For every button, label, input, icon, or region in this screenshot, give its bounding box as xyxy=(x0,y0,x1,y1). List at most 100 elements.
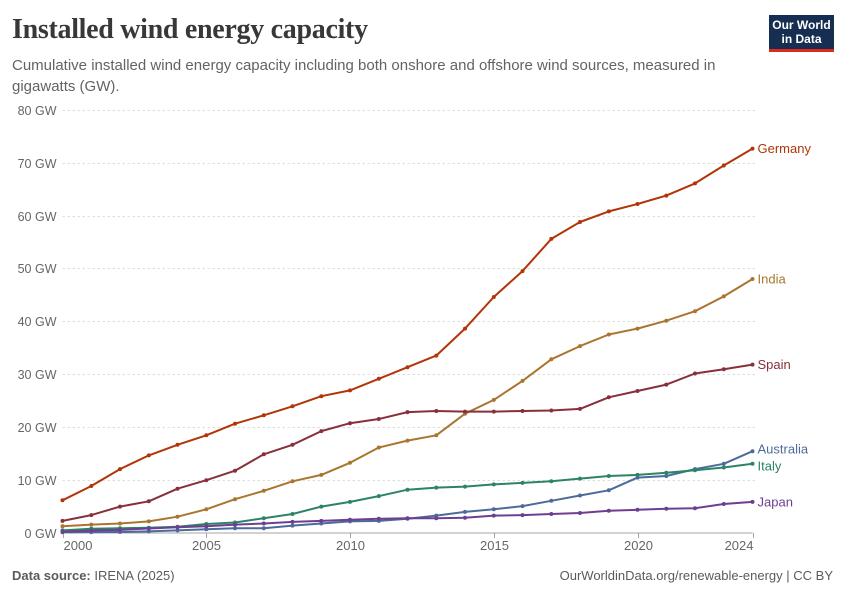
data-point-italy-2015[interactable] xyxy=(491,482,496,487)
data-point-japan-2014[interactable] xyxy=(463,515,467,520)
series-italy[interactable]: Italy xyxy=(60,459,782,533)
data-point-germany-2024[interactable] xyxy=(750,146,755,151)
data-point-india-2007[interactable] xyxy=(261,488,266,493)
data-point-spain-2024[interactable] xyxy=(750,362,755,367)
data-point-japan-2008[interactable] xyxy=(290,519,295,524)
data-point-germany-2023[interactable] xyxy=(721,163,726,168)
data-point-india-2002[interactable] xyxy=(118,521,122,526)
data-point-australia-2014[interactable] xyxy=(463,509,467,514)
data-point-germany-2019[interactable] xyxy=(606,209,611,214)
data-point-spain-2012[interactable] xyxy=(405,410,410,415)
data-point-india-2019[interactable] xyxy=(606,332,611,337)
data-point-japan-2002[interactable] xyxy=(118,527,122,532)
data-point-spain-2001[interactable] xyxy=(89,513,94,518)
data-point-germany-2011[interactable] xyxy=(376,376,381,381)
data-point-japan-2022[interactable] xyxy=(693,506,697,511)
data-point-spain-2009[interactable] xyxy=(319,429,324,434)
series-label-australia[interactable]: Australia xyxy=(758,442,809,457)
data-point-japan-2005[interactable] xyxy=(204,524,209,529)
data-point-australia-2008[interactable] xyxy=(290,523,295,528)
data-point-italy-2022[interactable] xyxy=(693,468,697,473)
data-point-india-2009[interactable] xyxy=(319,472,324,477)
data-point-spain-2019[interactable] xyxy=(606,395,611,400)
data-point-germany-2021[interactable] xyxy=(664,193,669,198)
data-point-india-2013[interactable] xyxy=(434,433,439,438)
data-point-japan-2020[interactable] xyxy=(635,507,640,512)
data-point-spain-2021[interactable] xyxy=(664,382,669,387)
data-point-india-2011[interactable] xyxy=(376,445,381,450)
data-point-spain-2020[interactable] xyxy=(635,389,640,393)
data-point-italy-2023[interactable] xyxy=(721,465,726,470)
data-point-germany-2005[interactable] xyxy=(204,433,209,438)
data-point-india-2001[interactable] xyxy=(89,522,94,527)
data-point-australia-2024[interactable] xyxy=(750,449,755,454)
data-point-japan-2017[interactable] xyxy=(549,512,554,516)
data-point-germany-2014[interactable] xyxy=(463,326,467,331)
data-point-spain-2022[interactable] xyxy=(693,371,697,376)
data-point-italy-2012[interactable] xyxy=(405,487,410,492)
data-point-spain-2016[interactable] xyxy=(520,409,525,413)
data-point-japan-2011[interactable] xyxy=(376,516,381,521)
data-point-japan-2015[interactable] xyxy=(491,513,496,518)
data-point-spain-2002[interactable] xyxy=(118,504,122,509)
data-point-italy-2019[interactable] xyxy=(606,474,611,478)
series-label-spain[interactable]: Spain xyxy=(758,357,791,372)
data-point-spain-2000[interactable] xyxy=(60,518,65,523)
data-point-india-2010[interactable] xyxy=(348,460,352,465)
series-japan[interactable]: Japan xyxy=(60,494,793,534)
data-point-japan-2013[interactable] xyxy=(434,516,439,521)
series-germany[interactable]: Germany xyxy=(60,141,812,503)
data-point-italy-2020[interactable] xyxy=(635,472,640,477)
data-point-germany-2000[interactable] xyxy=(60,498,65,503)
data-point-germany-2009[interactable] xyxy=(319,394,324,399)
data-point-germany-2010[interactable] xyxy=(348,388,352,393)
data-point-india-2021[interactable] xyxy=(664,318,669,323)
data-point-japan-2007[interactable] xyxy=(261,521,266,526)
series-india[interactable]: India xyxy=(60,272,787,529)
data-point-italy-2014[interactable] xyxy=(463,484,467,489)
data-point-germany-2008[interactable] xyxy=(290,404,295,409)
data-point-india-2005[interactable] xyxy=(204,507,209,512)
data-point-spain-2005[interactable] xyxy=(204,478,209,483)
data-point-australia-2015[interactable] xyxy=(491,507,496,512)
data-point-germany-2002[interactable] xyxy=(118,467,122,472)
data-point-japan-2009[interactable] xyxy=(319,518,324,523)
data-point-germany-2004[interactable] xyxy=(175,442,180,447)
data-point-australia-2023[interactable] xyxy=(721,461,726,466)
data-point-india-2024[interactable] xyxy=(750,277,755,281)
data-point-spain-2006[interactable] xyxy=(233,468,237,473)
data-point-japan-2004[interactable] xyxy=(175,525,180,530)
series-label-germany[interactable]: Germany xyxy=(758,141,812,156)
data-point-italy-2009[interactable] xyxy=(319,504,324,509)
data-point-australia-2017[interactable] xyxy=(549,498,554,503)
data-point-india-2004[interactable] xyxy=(175,514,180,519)
data-point-spain-2003[interactable] xyxy=(146,499,151,504)
data-point-spain-2023[interactable] xyxy=(721,367,726,372)
data-point-japan-2018[interactable] xyxy=(578,511,582,515)
data-point-india-2015[interactable] xyxy=(491,397,496,402)
data-point-italy-2010[interactable] xyxy=(348,499,352,504)
data-point-india-2000[interactable] xyxy=(60,524,65,529)
data-point-japan-2000[interactable] xyxy=(60,529,65,534)
data-point-japan-2012[interactable] xyxy=(405,516,410,521)
data-point-australia-2006[interactable] xyxy=(233,526,237,531)
data-point-japan-2016[interactable] xyxy=(520,513,525,518)
series-label-japan[interactable]: Japan xyxy=(758,494,793,509)
data-point-italy-2008[interactable] xyxy=(290,512,295,516)
data-point-spain-2017[interactable] xyxy=(549,408,554,413)
data-point-spain-2004[interactable] xyxy=(175,486,180,491)
data-point-germany-2020[interactable] xyxy=(635,202,640,206)
data-point-spain-2013[interactable] xyxy=(434,409,439,413)
data-point-australia-2018[interactable] xyxy=(578,493,582,498)
data-point-germany-2003[interactable] xyxy=(146,453,151,458)
data-point-germany-2012[interactable] xyxy=(405,365,410,370)
data-point-india-2016[interactable] xyxy=(520,378,525,383)
series-spain[interactable]: Spain xyxy=(60,357,791,523)
data-point-india-2008[interactable] xyxy=(290,479,295,484)
attribution-link[interactable]: OurWorldinData.org/renewable-energy | CC… xyxy=(559,568,833,583)
data-point-spain-2014[interactable] xyxy=(463,409,467,414)
data-point-australia-2005[interactable] xyxy=(204,527,209,532)
data-point-germany-2013[interactable] xyxy=(434,353,439,358)
data-point-germany-2018[interactable] xyxy=(578,220,582,224)
series-label-italy[interactable]: Italy xyxy=(758,459,782,474)
